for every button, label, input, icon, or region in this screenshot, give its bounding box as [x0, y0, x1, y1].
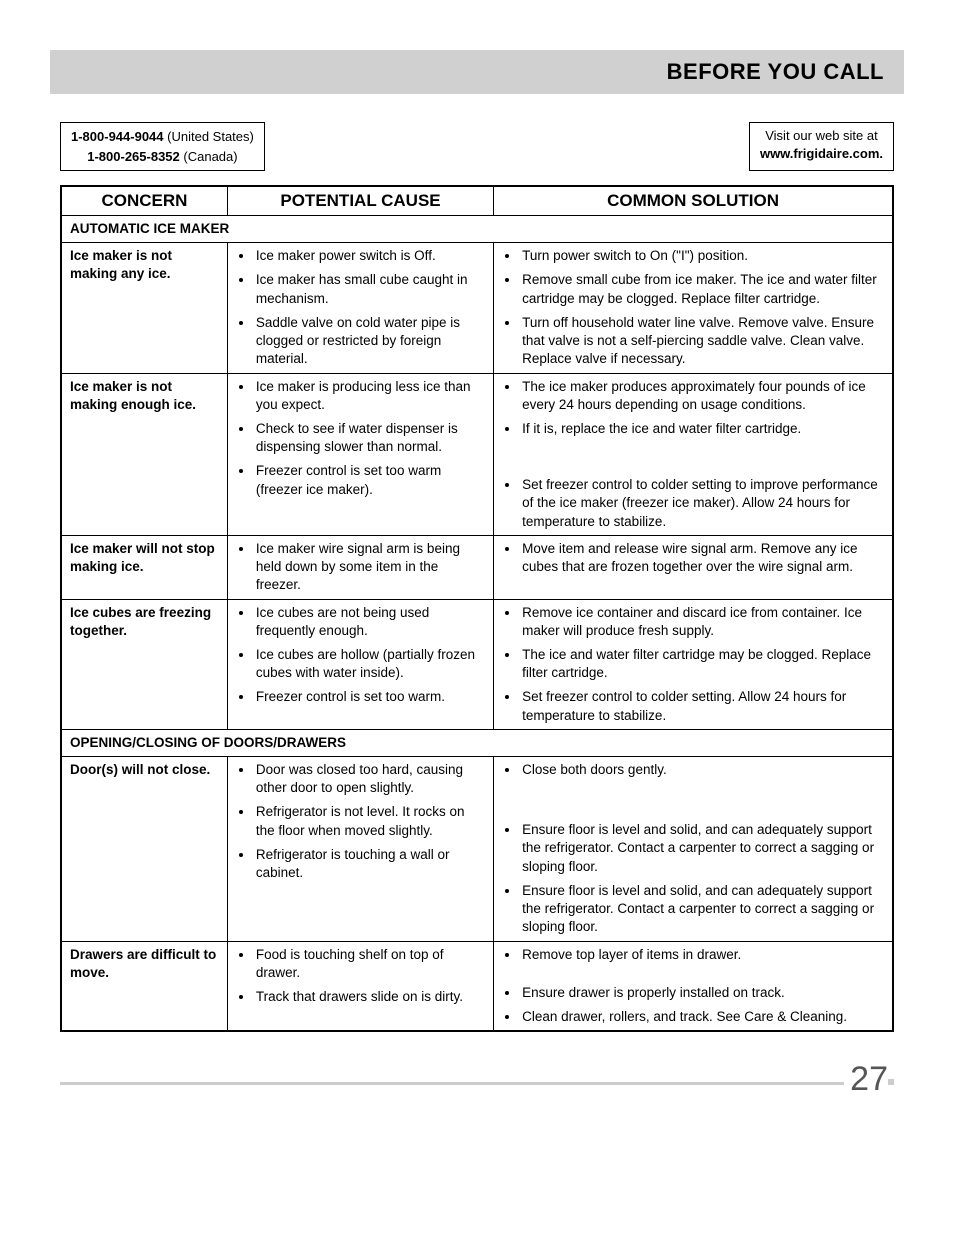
list-item: Move item and release wire signal arm. R…	[520, 540, 884, 576]
concern: Drawers are difficult to move.	[61, 941, 227, 1031]
solutions: The ice maker produces approximately fou…	[494, 373, 893, 535]
col-solution: COMMON SOLUTION	[494, 186, 893, 216]
concern: Ice maker is not making enough ice.	[61, 373, 227, 535]
list-item: Ensure floor is level and solid, and can…	[520, 821, 884, 876]
list-item: Turn off household water line valve. Rem…	[520, 314, 884, 369]
solutions: Remove top layer of items in drawer. Ens…	[494, 941, 893, 1031]
list-item: Clean drawer, rollers, and track. See Ca…	[520, 1008, 884, 1026]
list-item: Ice maker has small cube caught in mecha…	[254, 271, 485, 307]
list-item: Remove ice container and discard ice fro…	[520, 604, 884, 640]
phone-us-label: (United States)	[164, 129, 254, 144]
concern: Door(s) will not close.	[61, 757, 227, 942]
list-item: Ice maker is producing less ice than you…	[254, 378, 485, 414]
section-doors: OPENING/CLOSING OF DOORS/DRAWERS	[61, 729, 893, 756]
list-item: Ice cubes are hollow (partially frozen c…	[254, 646, 485, 682]
table-row: Drawers are difficult to move. Food is t…	[61, 941, 893, 1031]
list-item: Food is touching shelf on top of drawer.	[254, 946, 485, 982]
solutions: Close both doors gently. Ensure floor is…	[494, 757, 893, 942]
col-cause: POTENTIAL CAUSE	[227, 186, 493, 216]
table-row: Ice maker is not making enough ice. Ice …	[61, 373, 893, 535]
page-container: BEFORE YOU CALL 1-800-944-9044 (United S…	[0, 0, 954, 1139]
list-item: Ice maker wire signal arm is being held …	[254, 540, 485, 595]
list-item: Ice cubes are not being used frequently …	[254, 604, 485, 640]
list-item: Check to see if water dispenser is dispe…	[254, 420, 485, 456]
list-item: Refrigerator is not level. It rocks on t…	[254, 803, 485, 839]
solutions: Move item and release wire signal arm. R…	[494, 535, 893, 599]
solutions: Remove ice container and discard ice fro…	[494, 599, 893, 729]
table-header-row: CONCERN POTENTIAL CAUSE COMMON SOLUTION	[61, 186, 893, 216]
list-item: Remove small cube from ice maker. The ic…	[520, 271, 884, 307]
contact-row: 1-800-944-9044 (United States) 1-800-265…	[60, 122, 894, 171]
concern: Ice cubes are freezing together.	[61, 599, 227, 729]
list-item: Ice maker power switch is Off.	[254, 247, 485, 265]
table-row: Ice cubes are freezing together. Ice cub…	[61, 599, 893, 729]
list-item: Set freezer control to colder setting to…	[520, 476, 884, 531]
list-item: Close both doors gently.	[520, 761, 884, 779]
causes: Ice maker wire signal arm is being held …	[227, 535, 493, 599]
concern: Ice maker will not stop making ice.	[61, 535, 227, 599]
col-concern: CONCERN	[61, 186, 227, 216]
list-item: Turn power switch to On ("I") position.	[520, 247, 884, 265]
list-item: Remove top layer of items in drawer.	[520, 946, 884, 964]
list-item: Set freezer control to colder setting. A…	[520, 688, 884, 724]
web-url: www.frigidaire.com.	[760, 145, 883, 163]
list-item: Freezer control is set too warm (freezer…	[254, 462, 485, 498]
list-item: Track that drawers slide on is dirty.	[254, 988, 485, 1006]
phone-ca: 1-800-265-8352 (Canada)	[71, 147, 254, 167]
causes: Ice maker power switch is Off. Ice maker…	[227, 243, 493, 373]
web-box: Visit our web site at www.frigidaire.com…	[749, 122, 894, 171]
causes: Food is touching shelf on top of drawer.…	[227, 941, 493, 1031]
troubleshoot-table: CONCERN POTENTIAL CAUSE COMMON SOLUTION …	[60, 185, 894, 1032]
page-title: BEFORE YOU CALL	[667, 59, 884, 85]
section-row: OPENING/CLOSING OF DOORS/DRAWERS	[61, 729, 893, 756]
list-item: Ensure floor is level and solid, and can…	[520, 882, 884, 937]
phone-box: 1-800-944-9044 (United States) 1-800-265…	[60, 122, 265, 171]
phone-us-number: 1-800-944-9044	[71, 129, 164, 144]
web-line1: Visit our web site at	[760, 127, 883, 145]
section-ice-maker: AUTOMATIC ICE MAKER	[61, 216, 893, 243]
phone-ca-number: 1-800-265-8352	[87, 149, 180, 164]
concern: Ice maker is not making any ice.	[61, 243, 227, 373]
header-bar: BEFORE YOU CALL	[50, 50, 904, 94]
causes: Ice maker is producing less ice than you…	[227, 373, 493, 535]
list-item: The ice and water filter cartridge may b…	[520, 646, 884, 682]
table-row: Ice maker is not making any ice. Ice mak…	[61, 243, 893, 373]
solutions: Turn power switch to On ("I") position. …	[494, 243, 893, 373]
table-row: Ice maker will not stop making ice. Ice …	[61, 535, 893, 599]
section-row: AUTOMATIC ICE MAKER	[61, 216, 893, 243]
page-number: 27	[60, 1060, 894, 1099]
causes: Ice cubes are not being used frequently …	[227, 599, 493, 729]
list-item: Saddle valve on cold water pipe is clogg…	[254, 314, 485, 369]
causes: Door was closed too hard, causing other …	[227, 757, 493, 942]
list-item: Freezer control is set too warm.	[254, 688, 485, 706]
table-row: Door(s) will not close. Door was closed …	[61, 757, 893, 942]
list-item: Door was closed too hard, causing other …	[254, 761, 485, 797]
list-item: Ensure drawer is properly installed on t…	[520, 984, 884, 1002]
list-item: The ice maker produces approximately fou…	[520, 378, 884, 414]
phone-us: 1-800-944-9044 (United States)	[71, 127, 254, 147]
list-item: Refrigerator is touching a wall or cabin…	[254, 846, 485, 882]
list-item: If it is, replace the ice and water filt…	[520, 420, 884, 438]
phone-ca-label: (Canada)	[180, 149, 238, 164]
